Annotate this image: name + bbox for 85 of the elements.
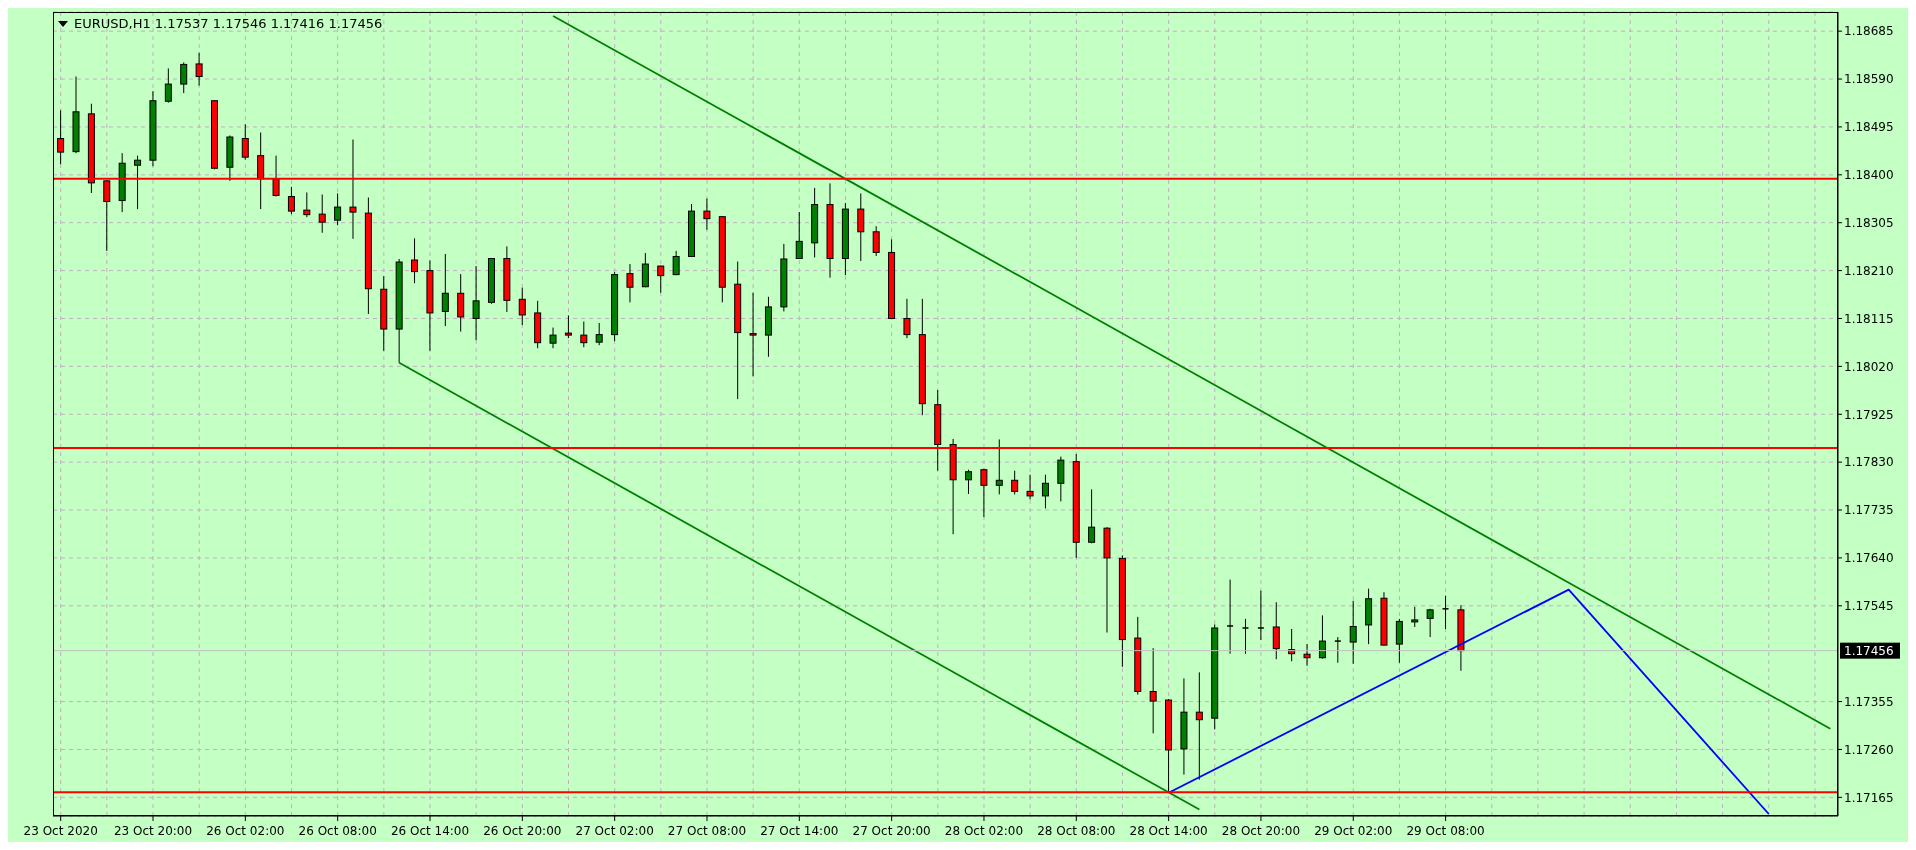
- candlestick: [472, 265, 480, 341]
- candlestick: [134, 155, 142, 210]
- x-tick-label: 26 Oct 02:00: [206, 824, 285, 838]
- y-tick-label: 1.17260: [1844, 742, 1894, 757]
- candlestick: [1195, 671, 1203, 781]
- y-tick-label: 1.17165: [1844, 790, 1894, 805]
- candlestick: [1088, 488, 1096, 544]
- candlestick: [195, 52, 203, 87]
- y-tick-label: 1.18495: [1844, 120, 1894, 135]
- x-tick-label: 28 Oct 08:00: [1037, 824, 1116, 838]
- candlestick: [995, 438, 1003, 495]
- candlestick: [1041, 474, 1049, 510]
- candlestick: [749, 292, 757, 377]
- candlestick: [441, 253, 449, 327]
- candlestick: [595, 322, 603, 346]
- candlestick: [657, 265, 665, 294]
- candlestick: [1026, 474, 1034, 500]
- x-tick-label: 26 Oct 14:00: [390, 824, 470, 838]
- chart-title: EURUSD,H1 1.17537 1.17546 1.17416 1.17456: [74, 16, 383, 31]
- candlestick: [1303, 643, 1311, 667]
- candlestick: [1441, 595, 1450, 630]
- candlestick: [164, 67, 172, 104]
- y-tick-label: 1.18400: [1844, 168, 1894, 183]
- y-tick-label: 1.18210: [1844, 263, 1894, 278]
- y-tick-label: 1.17925: [1844, 407, 1894, 422]
- y-tick-label: 1.18305: [1844, 215, 1894, 230]
- y-tick-label: 1.18685: [1844, 24, 1894, 39]
- candlestick: [1241, 618, 1250, 655]
- x-tick-label: 29 Oct 08:00: [1406, 824, 1485, 838]
- candlestick: [411, 237, 419, 284]
- candlestick: [1395, 618, 1403, 664]
- x-tick-label: 23 Oct 20:00: [113, 824, 193, 838]
- candlestick: [518, 287, 526, 326]
- y-tick-label: 1.17640: [1844, 551, 1894, 566]
- y-tick-label: 1.17355: [1844, 694, 1894, 709]
- candlestick: [564, 314, 572, 339]
- x-tick-label: 27 Oct 14:00: [760, 824, 839, 838]
- candlestick: [1011, 470, 1019, 495]
- candlestick: [872, 225, 880, 257]
- candlestick: [1057, 456, 1065, 502]
- x-tick-label: 27 Oct 20:00: [852, 824, 931, 838]
- candlestick: [1149, 647, 1157, 734]
- candlestick: [1257, 590, 1265, 641]
- x-tick-label: 27 Oct 08:00: [667, 824, 747, 838]
- candlestick: [795, 211, 803, 260]
- candlestick: [703, 198, 711, 231]
- x-tick-label: 27 Oct 02:00: [575, 824, 654, 838]
- candlestick: [672, 250, 680, 276]
- y-tick-label: 1.17735: [1844, 503, 1894, 518]
- y-tick-label: 1.17545: [1844, 599, 1894, 614]
- candlestick: [1411, 606, 1419, 628]
- y-tick-label: 1.17830: [1844, 455, 1894, 470]
- y-tick-label: 1.18590: [1844, 72, 1894, 87]
- candlestick: [1318, 614, 1326, 660]
- candlestick: [903, 298, 911, 339]
- candlestick: [457, 273, 465, 333]
- candlestick: [965, 469, 972, 495]
- ref-line-label: 1.17456: [1844, 643, 1894, 658]
- candlestick: [57, 109, 65, 165]
- candlestick: [1334, 636, 1342, 664]
- x-tick-label: 23 Oct 2020: [23, 824, 98, 838]
- y-tick-label: 1.18020: [1844, 359, 1894, 374]
- candlestick: [857, 192, 865, 262]
- candlestick: [1349, 600, 1357, 665]
- x-tick-label: 28 Oct 20:00: [1221, 824, 1301, 838]
- x-tick-label: 28 Oct 02:00: [944, 824, 1024, 838]
- candlestick: [626, 263, 634, 303]
- x-tick-label: 26 Oct 20:00: [483, 824, 562, 838]
- candlestick: [1426, 608, 1434, 638]
- candlestick: [580, 321, 588, 348]
- x-tick-label: 29 Oct 02:00: [1314, 824, 1393, 838]
- x-tick-label: 26 Oct 08:00: [298, 824, 377, 838]
- candlestick: [980, 468, 988, 518]
- candlestick: [1226, 579, 1234, 655]
- candlestick: [549, 327, 557, 349]
- candlestick: [334, 192, 342, 226]
- y-tick-label: 1.18115: [1844, 311, 1894, 326]
- candlestick: [641, 252, 649, 288]
- candlestick: [1272, 601, 1280, 660]
- candlestick: [241, 123, 249, 161]
- candlestick: [318, 193, 326, 234]
- candlestick: [303, 191, 311, 218]
- candlestick: [180, 61, 188, 94]
- x-tick-label: 28 Oct 14:00: [1129, 824, 1208, 838]
- candlestick: [287, 186, 295, 215]
